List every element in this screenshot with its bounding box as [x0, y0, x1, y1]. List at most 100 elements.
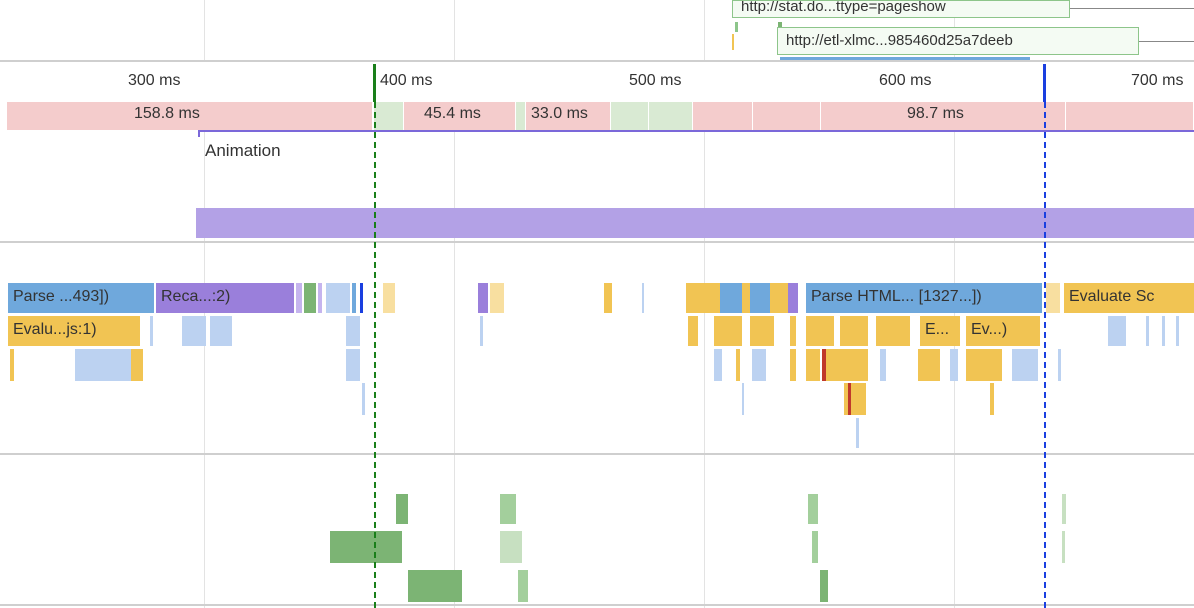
flame-tick[interactable]: [750, 283, 770, 313]
paint-tick[interactable]: [1062, 531, 1065, 563]
network-request-start-tick: [732, 34, 734, 50]
network-request[interactable]: http://stat.do...ttype=pageshow: [732, 0, 1070, 18]
paint-tick[interactable]: [408, 570, 462, 602]
flame-evaluate-script[interactable]: Ev...): [966, 316, 1040, 346]
flame-tick[interactable]: [686, 283, 720, 313]
load-event-marker[interactable]: [1044, 102, 1046, 608]
flame-tick[interactable]: [318, 283, 322, 313]
flame-tick[interactable]: [918, 349, 940, 381]
flame-tick[interactable]: [880, 349, 886, 381]
flame-tick[interactable]: [840, 316, 868, 346]
flame-tick[interactable]: [1046, 283, 1060, 313]
flame-tick[interactable]: [966, 349, 1002, 381]
flame-tick[interactable]: [480, 316, 483, 346]
frame-dropped[interactable]: [526, 102, 611, 130]
flame-tick[interactable]: [383, 283, 395, 313]
load-event-marker-head: [1043, 64, 1046, 102]
flame-tick[interactable]: [1146, 316, 1149, 346]
paint-tick[interactable]: [500, 494, 516, 524]
flame-tick[interactable]: [806, 349, 820, 381]
flame-tick[interactable]: [720, 283, 742, 313]
flame-tick[interactable]: [752, 349, 766, 381]
flame-tick[interactable]: [490, 283, 504, 313]
flame-tick[interactable]: [714, 316, 742, 346]
flame-tick[interactable]: [642, 283, 644, 313]
flame-tick[interactable]: [150, 316, 153, 346]
frames-track: 158.8 ms 45.4 ms 33.0 ms 98.7 ms: [0, 102, 1194, 130]
flame-parse-html[interactable]: Parse ...493]): [8, 283, 154, 313]
flame-tick[interactable]: [856, 418, 859, 448]
flame-tick[interactable]: [688, 316, 698, 346]
flame-parse-html[interactable]: Parse HTML... [1327...]): [806, 283, 1042, 313]
flame-tick[interactable]: [750, 316, 774, 346]
flame-tick[interactable]: [770, 283, 788, 313]
flame-tick[interactable]: [210, 316, 232, 346]
flame-tick[interactable]: [742, 383, 744, 415]
flame-tick[interactable]: [848, 383, 851, 415]
paint-tick[interactable]: [812, 531, 818, 563]
flame-tick[interactable]: [10, 349, 14, 381]
flame-tick[interactable]: [788, 283, 798, 313]
flame-tick[interactable]: [736, 349, 740, 381]
flame-recalc-style[interactable]: Reca...:2): [156, 283, 264, 313]
flame-tick[interactable]: [360, 283, 363, 313]
ruler-tick-label: 500 ms: [629, 72, 682, 89]
flame-tick[interactable]: [876, 316, 910, 346]
paint-tick[interactable]: [518, 570, 528, 602]
frame-dropped[interactable]: [7, 102, 373, 130]
flame-tick[interactable]: [346, 316, 360, 346]
flame-tick[interactable]: [1162, 316, 1165, 346]
flame-label: Parse ...493]): [13, 288, 110, 305]
paint-tick[interactable]: [808, 494, 818, 524]
flame-tick[interactable]: [478, 283, 488, 313]
flame-tick[interactable]: [990, 383, 994, 415]
flame-evaluate-script[interactable]: Evaluate Sc: [1064, 283, 1194, 313]
flame-evaluate-script[interactable]: Evalu...js:1): [8, 316, 140, 346]
dom-content-loaded-marker[interactable]: [374, 102, 376, 608]
flame-tick[interactable]: [182, 316, 206, 346]
flame-tick[interactable]: [1058, 349, 1061, 381]
frame[interactable]: [611, 102, 649, 130]
frame[interactable]: [374, 102, 404, 130]
frame-dropped[interactable]: [1066, 102, 1194, 130]
flame-tick[interactable]: [346, 349, 360, 381]
flame-tick[interactable]: [326, 283, 350, 313]
paint-tick[interactable]: [330, 531, 402, 563]
frame[interactable]: [649, 102, 693, 130]
flame-tick[interactable]: [1012, 349, 1038, 381]
flame-tick[interactable]: [362, 383, 365, 415]
frame-dropped[interactable]: [821, 102, 1066, 130]
network-request[interactable]: http://etl-xlmc...985460d25a7deeb: [777, 27, 1139, 55]
flame-tick[interactable]: [822, 349, 868, 381]
flame-tick[interactable]: [352, 283, 356, 313]
flame-tick[interactable]: [806, 316, 834, 346]
flame-tick[interactable]: [1108, 316, 1126, 346]
frame[interactable]: [516, 102, 526, 130]
frame-dropped[interactable]: [693, 102, 753, 130]
flame-tick[interactable]: [304, 283, 316, 313]
time-ruler[interactable]: 300 ms 400 ms 500 ms 600 ms 700 ms: [0, 60, 1194, 104]
flame-tick[interactable]: [822, 349, 826, 381]
flame-tick[interactable]: [1176, 316, 1179, 346]
flame-block[interactable]: [264, 283, 294, 313]
flame-tick[interactable]: [742, 283, 750, 313]
frame-dropped[interactable]: [404, 102, 516, 130]
paint-tick[interactable]: [396, 494, 408, 524]
flame-tick[interactable]: [714, 349, 722, 381]
ruler-tick-label: 700 ms: [1131, 72, 1184, 89]
flame-tick[interactable]: [790, 349, 796, 381]
frame-dropped[interactable]: [753, 102, 821, 130]
flame-tick[interactable]: [950, 349, 958, 381]
flame-tick[interactable]: [296, 283, 302, 313]
flame-evaluate-script[interactable]: E...: [920, 316, 960, 346]
animation-bar[interactable]: [196, 208, 1194, 238]
flame-tick[interactable]: [604, 283, 612, 313]
paint-tick[interactable]: [500, 531, 522, 563]
flame-tick[interactable]: [790, 316, 796, 346]
flame-tick[interactable]: [131, 349, 143, 381]
flame-tick[interactable]: [75, 349, 131, 381]
paint-tick[interactable]: [820, 570, 828, 602]
paint-tick[interactable]: [1062, 494, 1066, 524]
flame-label: Parse HTML... [1327...]): [811, 288, 982, 305]
